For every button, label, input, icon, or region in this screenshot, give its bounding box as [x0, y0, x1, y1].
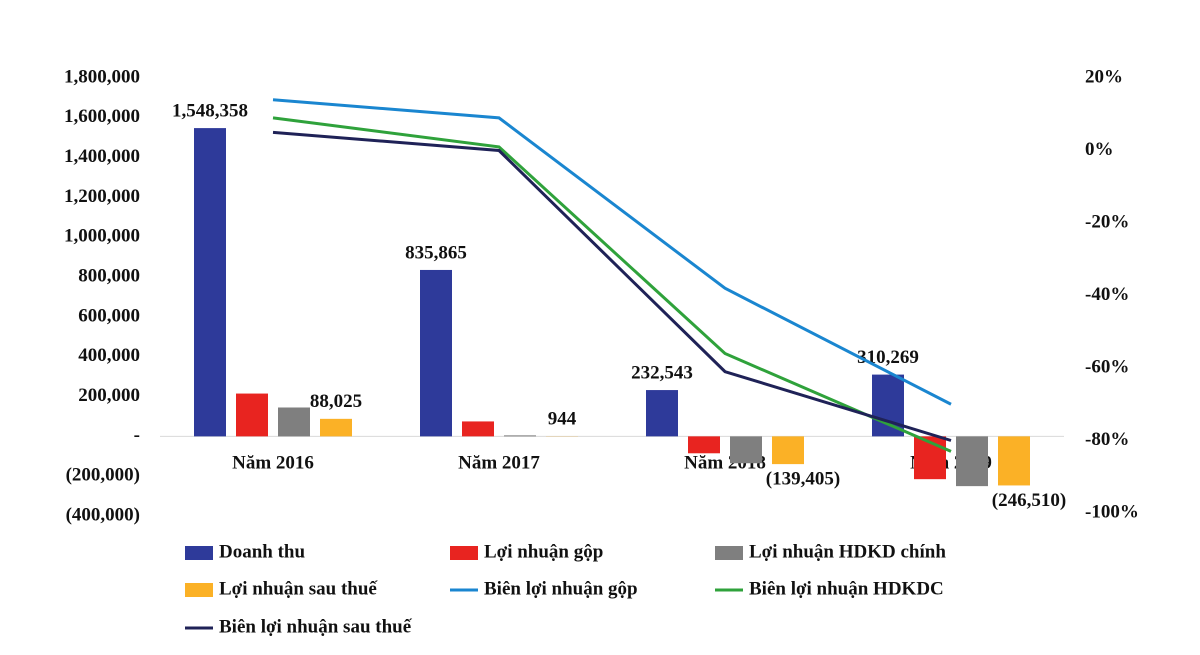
data-label: 232,543 [631, 362, 693, 383]
legend-marker [185, 583, 213, 597]
data-label: 1,548,358 [172, 100, 248, 121]
y-tick-label: 400,000 [78, 345, 140, 366]
y2-tick-label: -100% [1085, 501, 1139, 522]
data-label: 944 [548, 409, 577, 430]
bar [872, 374, 904, 437]
bar [772, 436, 804, 465]
bar [998, 436, 1030, 486]
y-tick-label: - [134, 425, 140, 446]
x-tick-label: Năm 2017 [458, 453, 540, 474]
y2-tick-label: -20% [1085, 211, 1129, 232]
y-tick-label: 1,800,000 [64, 66, 140, 87]
legend-label: Lợi nhuận sau thuế [219, 578, 378, 599]
line [272, 98, 952, 406]
y-tick-label: 1,000,000 [64, 226, 140, 247]
y2-tick-label: 20% [1085, 66, 1123, 87]
line [272, 130, 952, 442]
bar [320, 418, 352, 437]
legend-label: Doanh thu [219, 541, 305, 562]
y-tick-label: 1,600,000 [64, 106, 140, 127]
legend-marker [185, 546, 213, 560]
bar [462, 421, 494, 437]
bar [194, 128, 226, 437]
bar [236, 393, 268, 437]
bar [956, 436, 988, 487]
legend-label: Biên lợi nhuận gộp [484, 578, 638, 599]
legend-label: Lợi nhuận gộp [484, 541, 603, 562]
line [272, 116, 952, 453]
y-tick-label: (200,000) [66, 465, 140, 486]
y-tick-label: 800,000 [78, 265, 140, 286]
data-label: 88,025 [310, 391, 362, 412]
data-label: 835,865 [405, 242, 467, 263]
y-tick-label: (400,000) [66, 504, 140, 525]
bar [278, 407, 310, 437]
x-tick-label: Năm 2016 [232, 453, 314, 474]
data-label: (139,405) [766, 468, 840, 489]
bar [420, 269, 452, 437]
data-label: 310,269 [857, 347, 919, 368]
legend-marker [715, 546, 743, 560]
data-label: (246,510) [992, 490, 1066, 511]
legend-label: Lợi nhuận HDKD chính [749, 541, 946, 562]
y-tick-label: 200,000 [78, 385, 140, 406]
y2-tick-label: -80% [1085, 429, 1129, 450]
y-tick-label: 1,400,000 [64, 146, 140, 167]
legend-marker [450, 546, 478, 560]
bar [646, 390, 678, 437]
y-tick-label: 1,200,000 [64, 186, 140, 207]
legend-label: Biên lợi nhuận sau thuế [219, 616, 413, 637]
bar [730, 436, 762, 464]
y2-tick-label: 0% [1085, 139, 1114, 160]
bar [504, 435, 536, 437]
legend-label: Biên lợi nhuận HDKDC [749, 578, 944, 599]
y2-tick-label: -60% [1085, 356, 1129, 377]
y2-tick-label: -40% [1085, 284, 1129, 305]
bar [688, 436, 720, 454]
y-tick-label: 600,000 [78, 305, 140, 326]
